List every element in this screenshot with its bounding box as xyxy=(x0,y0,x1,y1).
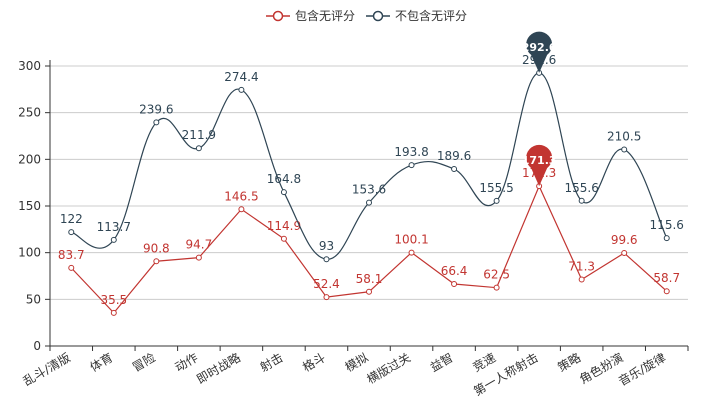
series-group: 83.7 35.5 90.8 94.7 146.5 114.9 52.4 58.1 100.1 6… xyxy=(58,31,684,316)
data-point[interactable] xyxy=(280,235,287,242)
data-point[interactable] xyxy=(451,166,458,173)
data-point[interactable] xyxy=(366,288,372,295)
data-label: 52.4 xyxy=(313,277,340,291)
data-label: 239.6 xyxy=(139,102,173,116)
x-tick-label: 益智 xyxy=(427,350,455,375)
y-tick-label: 300 xyxy=(18,59,41,73)
x-tick-label: 射击 xyxy=(257,350,285,375)
x-tick-label: 音乐/旋律 xyxy=(616,350,669,389)
data-label: 146.5 xyxy=(224,189,258,203)
data-label: 155.5 xyxy=(479,181,513,195)
legend[interactable]: 包含无评分 不包含无评分 xyxy=(266,8,467,23)
series-0: 83.7 35.5 90.8 94.7 146.5 114.9 52.4 58.1 100.1 6… xyxy=(58,144,680,316)
max-marker-pin xyxy=(526,31,553,73)
series-1: 122 113.7 239.6 211.9 274.4 164.8 93 153.6 193.8… xyxy=(60,31,684,263)
legend-item-1[interactable]: 不包含无评分 xyxy=(366,8,467,23)
max-marker-label: 171.3 xyxy=(522,154,557,167)
data-point[interactable] xyxy=(195,254,202,261)
grid-lines xyxy=(50,65,688,300)
data-point[interactable] xyxy=(408,162,415,169)
data-point[interactable] xyxy=(68,264,75,271)
data-label: 93 xyxy=(319,239,334,253)
y-tick-label: 250 xyxy=(18,106,41,120)
data-point[interactable] xyxy=(366,199,372,206)
data-point[interactable] xyxy=(153,119,160,126)
data-label: 189.6 xyxy=(437,149,471,163)
data-point[interactable] xyxy=(280,189,287,196)
data-point[interactable] xyxy=(195,145,202,152)
data-point[interactable] xyxy=(238,86,245,93)
max-marker-label: 292.6 xyxy=(522,41,557,54)
data-label: 99.6 xyxy=(611,233,638,247)
data-point[interactable] xyxy=(621,250,628,257)
data-label: 66.4 xyxy=(441,264,468,278)
x-tick-label: 即时战略 xyxy=(194,350,243,387)
y-tick-label: 50 xyxy=(26,292,41,306)
data-label: 58.7 xyxy=(653,271,680,285)
y-tick-label: 150 xyxy=(18,199,41,213)
x-tick-label: 格斗 xyxy=(300,350,328,375)
data-point[interactable] xyxy=(451,281,458,288)
data-point[interactable] xyxy=(663,235,670,242)
data-point[interactable] xyxy=(68,229,75,236)
x-tick-label: 策略 xyxy=(555,350,583,375)
data-label: 155.6 xyxy=(564,181,598,195)
data-point[interactable] xyxy=(578,276,585,283)
y-tick-label: 0 xyxy=(33,339,41,353)
data-label: 71.3 xyxy=(568,259,595,273)
data-label: 62.5 xyxy=(483,268,510,282)
data-label: 210.5 xyxy=(607,130,641,144)
data-point[interactable] xyxy=(621,146,628,153)
max-marker-pin xyxy=(526,144,553,187)
legend-circle-symbol xyxy=(272,10,284,22)
x-tick-label: 冒险 xyxy=(130,350,158,375)
x-tick-label: 横版过关 xyxy=(364,350,413,386)
x-tick-label: 动作 xyxy=(173,350,201,374)
data-label: 113.7 xyxy=(97,220,131,234)
data-label: 164.8 xyxy=(267,172,301,186)
x-tick-label: 体育 xyxy=(87,350,115,375)
data-point[interactable] xyxy=(110,309,117,316)
data-label: 193.8 xyxy=(394,145,428,159)
data-label: 115.6 xyxy=(650,218,684,232)
data-label: 122 xyxy=(60,212,83,226)
data-point[interactable] xyxy=(238,206,245,213)
data-point[interactable] xyxy=(493,197,500,204)
data-point[interactable] xyxy=(578,197,585,204)
data-label: 153.6 xyxy=(352,183,386,197)
y-tick-label: 100 xyxy=(18,246,41,260)
data-label: 100.1 xyxy=(394,233,428,247)
legend-label: 包含无评分 xyxy=(295,8,355,23)
data-point[interactable] xyxy=(110,236,117,243)
data-point[interactable] xyxy=(493,284,500,291)
data-label: 90.8 xyxy=(143,241,170,255)
data-label: 83.7 xyxy=(58,248,85,262)
x-tick-label: 乱斗/清版 xyxy=(21,350,73,388)
data-point[interactable] xyxy=(663,288,670,295)
data-point[interactable] xyxy=(153,258,160,265)
legend-label: 不包含无评分 xyxy=(395,8,467,23)
data-point[interactable] xyxy=(408,249,415,256)
series-line xyxy=(71,72,668,260)
legend-item-0[interactable]: 包含无评分 xyxy=(266,8,355,23)
data-label: 211.9 xyxy=(182,128,216,142)
x-tick-label: 竞速 xyxy=(470,350,498,374)
data-label: 274.4 xyxy=(224,70,258,84)
data-label: 35.5 xyxy=(100,293,127,307)
data-point[interactable] xyxy=(323,294,330,301)
data-label: 58.1 xyxy=(356,272,383,286)
x-tick-label: 模拟 xyxy=(343,350,371,374)
data-point[interactable] xyxy=(323,256,330,263)
data-label: 114.9 xyxy=(267,219,301,233)
y-tick-label: 200 xyxy=(18,152,41,166)
legend-circle-symbol xyxy=(372,10,384,22)
data-label: 94.7 xyxy=(186,238,213,252)
